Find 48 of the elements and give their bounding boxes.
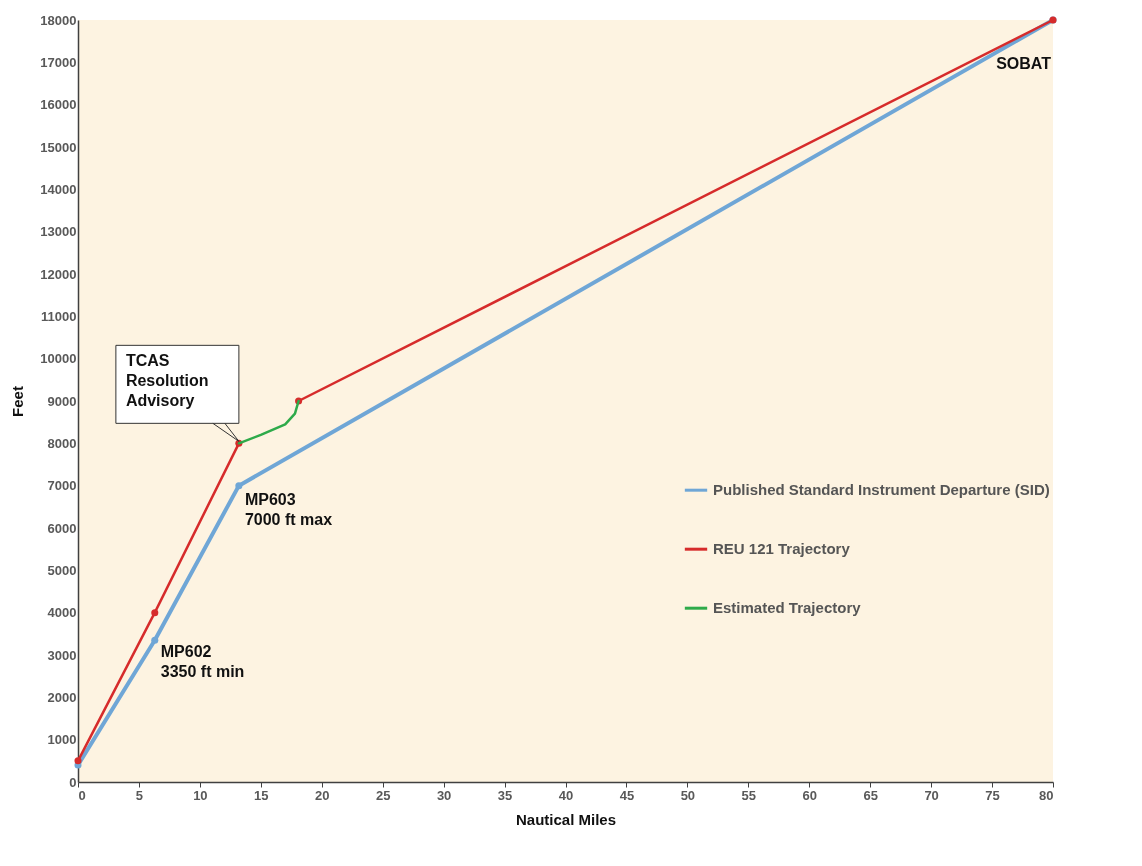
x-tick-label: 40 — [558, 787, 574, 803]
y-axis-title: Feet — [9, 386, 27, 417]
annotation: MP602 3350 ft min — [160, 643, 245, 681]
x-tick-label: 5 — [135, 787, 144, 803]
x-tick-label: 80 — [1039, 787, 1054, 803]
y-tick-label: 14000 — [40, 181, 77, 197]
annotation: SOBAT — [996, 55, 1052, 72]
x-tick-label: 15 — [254, 787, 269, 803]
y-tick-label: 17000 — [40, 54, 77, 70]
legend-label: Estimated Trajectory — [713, 599, 862, 617]
y-tick-label: 3000 — [47, 647, 77, 663]
y-tick-label: 0 — [69, 774, 77, 790]
annotation: MP603 7000 ft max — [244, 490, 333, 528]
point — [151, 609, 159, 617]
y-tick-label: 2000 — [47, 689, 77, 705]
legend-label: Published Standard Instrument Departure (SID) — [713, 481, 1050, 499]
x-tick-label: 50 — [680, 787, 696, 803]
annotation: TCAS Resolution Advisory — [125, 352, 209, 410]
y-tick-label: 10000 — [40, 351, 77, 367]
y-tick-label: 5000 — [47, 562, 77, 578]
y-tick-label: 15000 — [40, 139, 77, 155]
x-tick-label: 55 — [741, 787, 757, 803]
x-tick-label: 10 — [193, 787, 208, 803]
y-tick-label: 11000 — [41, 308, 77, 324]
x-tick-label: 30 — [436, 787, 452, 803]
y-tick-label: 8000 — [47, 435, 77, 451]
x-tick-label: 35 — [497, 787, 513, 803]
x-tick-label: 65 — [863, 787, 878, 803]
y-tick-label: 18000 — [40, 12, 77, 28]
x-tick-label: 70 — [924, 787, 939, 803]
x-tick-label: 75 — [985, 787, 1000, 803]
x-tick-label: 20 — [315, 787, 330, 803]
y-tick-label: 9000 — [47, 393, 77, 409]
y-tick-label: 6000 — [47, 520, 77, 536]
legend-label: REU 121 Trajectory — [713, 540, 851, 558]
point — [235, 482, 243, 490]
x-tick-label: 45 — [619, 787, 635, 803]
point — [151, 636, 159, 644]
y-tick-label: 12000 — [40, 266, 77, 282]
y-tick-label: 1000 — [47, 732, 77, 748]
y-tick-label: 16000 — [40, 97, 77, 113]
x-axis-title: Nautical Miles — [515, 810, 617, 828]
x-tick-label: 60 — [802, 787, 817, 803]
x-tick-label: 25 — [375, 787, 391, 803]
point — [74, 757, 82, 765]
y-tick-label: 7000 — [47, 478, 77, 494]
y-tick-label: 13000 — [40, 224, 77, 240]
y-tick-label: 4000 — [47, 605, 77, 621]
